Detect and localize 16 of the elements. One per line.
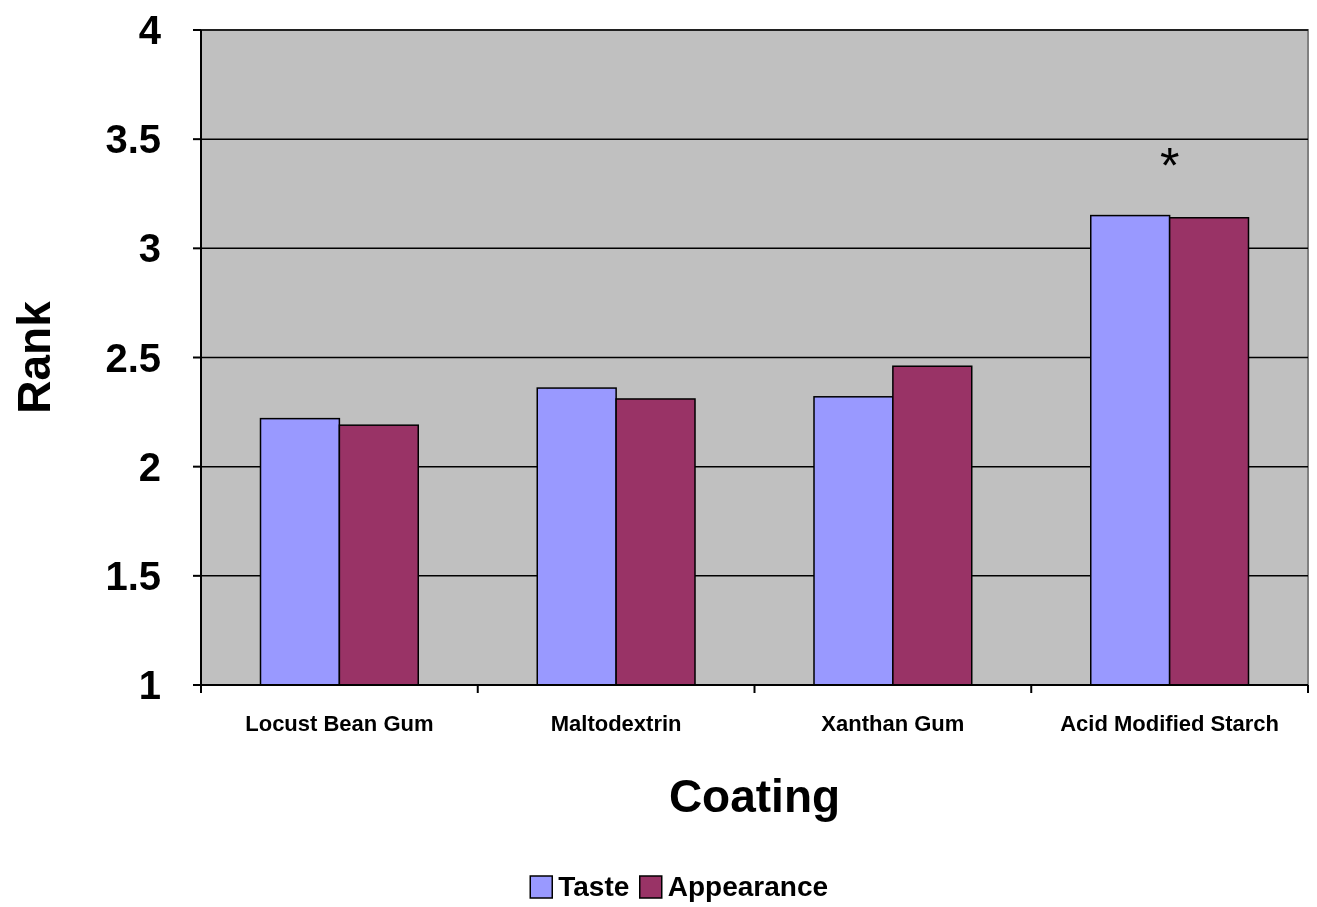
annotation: * [1159, 137, 1180, 194]
y-tick-label: 1 [138, 663, 161, 707]
x-tick-label: Locust Bean Gum [245, 711, 434, 736]
y-tick-label: 2.5 [105, 335, 161, 380]
legend-label: Appearance [667, 871, 829, 902]
y-tick-label: 4 [138, 8, 162, 52]
y-tick-label: 1.5 [105, 553, 161, 598]
y-axis-title: Rank [8, 300, 60, 414]
y-tick-label: 2 [138, 444, 161, 489]
x-tick-label: Maltodextrin [550, 711, 682, 736]
x-tick-label: Xanthan Gum [821, 711, 965, 736]
x-tick-label: Acid Modified Starch [1060, 711, 1280, 736]
y-tick-label: 3 [138, 226, 161, 271]
x-axis-title: Coating [668, 770, 841, 822]
legend-label: Taste [558, 871, 630, 902]
y-tick-label: 3.5 [105, 117, 161, 162]
